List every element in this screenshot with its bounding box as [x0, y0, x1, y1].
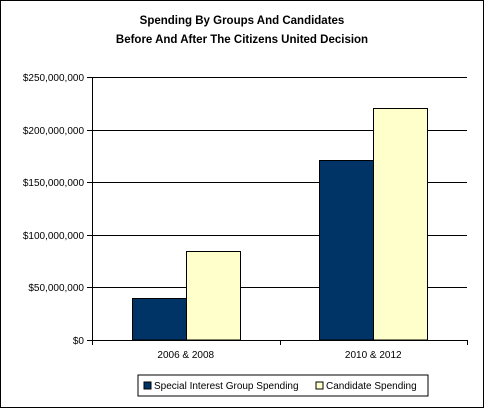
- x-category-label: 2010 & 2012: [345, 350, 402, 361]
- x-axis-categories: 2006 & 2008 2010 & 2012: [157, 350, 402, 361]
- legend: Special Interest Group Spending Candidat…: [137, 374, 429, 397]
- y-tick-label: $200,000,000: [23, 126, 85, 137]
- legend-swatch-special-interest: [143, 381, 152, 390]
- y-axis-ticks: $0 $50,000,000 $100,000,000 $150,000,000 $20…: [23, 73, 92, 347]
- legend-box: [137, 374, 429, 397]
- bar-special-interest-0: [132, 298, 187, 341]
- chart-subtitle: Before And After The Citizens United Dec…: [116, 34, 368, 46]
- bar-candidate-1: [373, 108, 428, 341]
- bar-candidate-0: [186, 251, 241, 341]
- chart-title: Spending By Groups And Candidates: [140, 15, 345, 27]
- x-category-label: 2006 & 2008: [157, 350, 214, 361]
- bar-special-interest-1: [319, 160, 374, 341]
- bars: [132, 108, 428, 341]
- legend-swatch-candidate: [315, 381, 324, 390]
- axes: [92, 77, 468, 345]
- y-tick-label: $0: [73, 336, 85, 347]
- y-tick-label: $50,000,000: [28, 283, 84, 294]
- y-tick-label: $100,000,000: [23, 231, 85, 242]
- y-tick-label: $150,000,000: [23, 178, 85, 189]
- legend-label-candidate: Candidate Spending: [326, 381, 417, 392]
- legend-label-special-interest: Special Interest Group Spending: [154, 381, 299, 392]
- y-tick-label: $250,000,000: [23, 73, 85, 84]
